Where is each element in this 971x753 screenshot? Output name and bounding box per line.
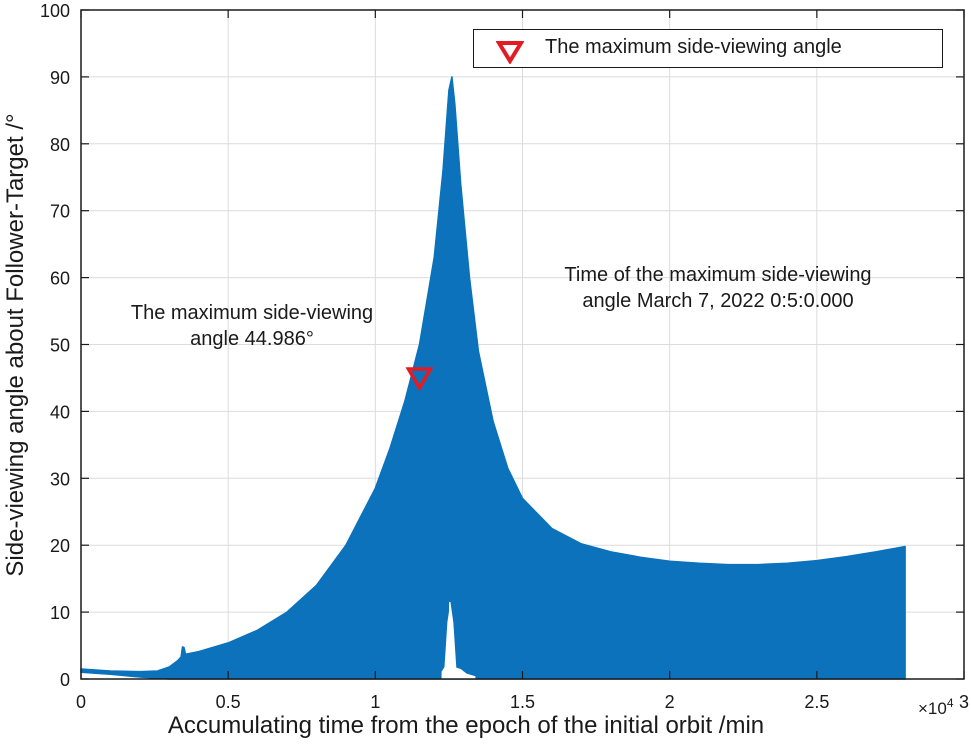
x-tick-label: 1.5 (510, 692, 535, 712)
annotation-line: Time of the maximum side-viewing (564, 264, 872, 286)
x-tick-label: 2 (665, 692, 675, 712)
y-tick-label: 40 (50, 402, 70, 422)
legend: The maximum side-viewing angle (473, 29, 943, 68)
plot-area (80, 76, 906, 680)
x-axis-label: Accumulating time from the epoch of the … (167, 712, 765, 739)
y-axis-label: Side-viewing angle about Follower-Target… (2, 113, 29, 577)
y-tick-label: 90 (50, 68, 70, 88)
y-tick-label: 60 (50, 269, 70, 289)
axes-frame (80, 9, 965, 680)
y-tick-label: 30 (50, 469, 70, 489)
x-tick-label: 1 (370, 692, 380, 712)
legend-label: The maximum side-viewing angle (545, 36, 842, 58)
x-tick-label: 0.5 (216, 692, 241, 712)
annotation-line: angle March 7, 2022 0:5:0.000 (582, 290, 854, 312)
y-tick-label: 80 (50, 135, 70, 155)
y-tick-label: 10 (50, 603, 70, 623)
y-tick-label: 20 (50, 536, 70, 556)
y-tick-label: 70 (50, 202, 70, 222)
x-tick-label: 0 (76, 692, 86, 712)
y-tick-label: 0 (60, 670, 70, 690)
exponent-base: ×10 (918, 699, 947, 718)
inverted-triangle-icon (496, 41, 524, 64)
x-axis-exponent: ×104 (918, 696, 954, 719)
y-tick-label: 100 (40, 1, 70, 21)
max-angle-time-annotation: Time of the maximum side-viewing angle M… (564, 262, 871, 314)
max-angle-marker (405, 367, 434, 392)
y-tick-label: 50 (50, 336, 70, 356)
max-angle-annotation: The maximum side-viewing angle 44.986° (131, 300, 373, 352)
annotation-line: angle 44.986° (190, 328, 314, 350)
exponent-power: 4 (946, 696, 954, 710)
x-tick-label: 2.5 (804, 692, 829, 712)
annotation-line: The maximum side-viewing (130, 302, 374, 324)
x-tick-label: 3 (959, 692, 969, 712)
